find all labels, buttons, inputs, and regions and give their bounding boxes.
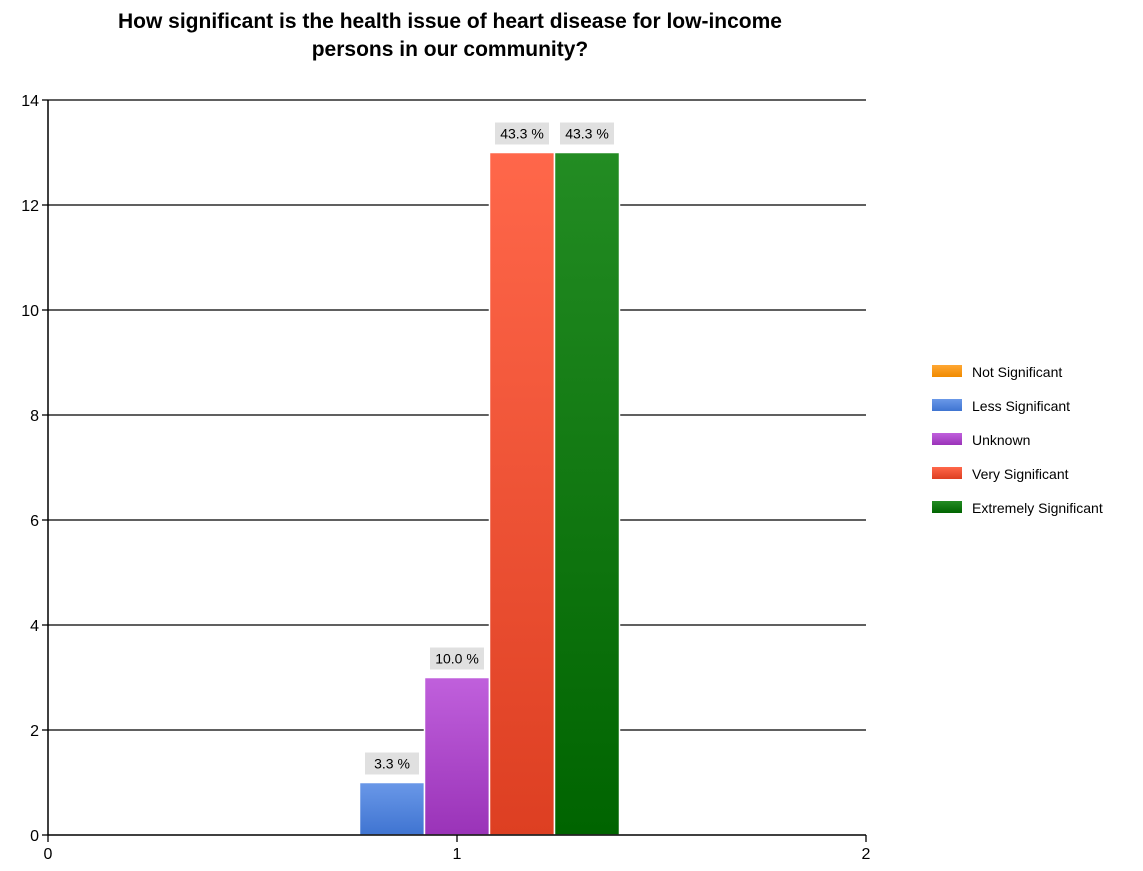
data-label-box-less-significant bbox=[365, 752, 419, 775]
y-tick-label-4: 4 bbox=[30, 618, 39, 635]
gridlines bbox=[48, 99, 866, 731]
y-tick-label-14: 14 bbox=[21, 93, 39, 110]
data-label-very-significant: 43.3 % bbox=[500, 126, 544, 142]
data-label-box-unknown bbox=[430, 647, 484, 670]
legend-swatch-not-significant bbox=[932, 365, 962, 377]
bar-extremely-significant bbox=[553, 151, 621, 836]
legend-swatch-unknown bbox=[932, 433, 962, 445]
y-tick-label-6: 6 bbox=[30, 513, 39, 530]
legend-swatch-less-significant bbox=[932, 399, 962, 411]
y-tick-label-0: 0 bbox=[30, 828, 39, 845]
legend-swatch-extremely-significant bbox=[932, 501, 962, 513]
legend-label-extremely-significant: Extremely Significant bbox=[972, 500, 1103, 516]
legend-swatch-very-significant bbox=[932, 467, 962, 479]
x-tick-label-1: 1 bbox=[453, 846, 462, 863]
chart-title: How significant is the health issue of h… bbox=[118, 10, 782, 61]
data-label-extremely-significant: 43.3 % bbox=[565, 126, 609, 142]
bar-unknown bbox=[423, 676, 491, 836]
y-tick-label-12: 12 bbox=[21, 198, 39, 215]
data-label-box-very-significant bbox=[495, 122, 549, 145]
data-label-less-significant: 3.3 % bbox=[374, 756, 410, 772]
bars bbox=[358, 151, 621, 836]
legend-label-less-significant: Less Significant bbox=[972, 398, 1070, 414]
bar-less-significant bbox=[358, 781, 426, 836]
legend-label-very-significant: Very Significant bbox=[972, 466, 1069, 482]
y-tick-label-8: 8 bbox=[30, 408, 39, 425]
legend-label-not-significant: Not Significant bbox=[972, 364, 1062, 380]
x-tick-label-0: 0 bbox=[44, 846, 53, 863]
data-labels: 3.3 % 10.0 % 43.3 % 43.3 % bbox=[365, 122, 614, 775]
bar-very-significant bbox=[488, 151, 556, 836]
y-tick-label-10: 10 bbox=[21, 303, 39, 320]
legend-label-unknown: Unknown bbox=[972, 432, 1030, 448]
x-tick-label-2: 2 bbox=[862, 846, 871, 863]
y-tick-label-2: 2 bbox=[30, 723, 39, 740]
data-label-unknown: 10.0 % bbox=[435, 651, 479, 667]
legend: Not Significant Less Significant Unknown Ve… bbox=[932, 364, 1103, 516]
data-label-box-extremely-significant bbox=[560, 122, 614, 145]
